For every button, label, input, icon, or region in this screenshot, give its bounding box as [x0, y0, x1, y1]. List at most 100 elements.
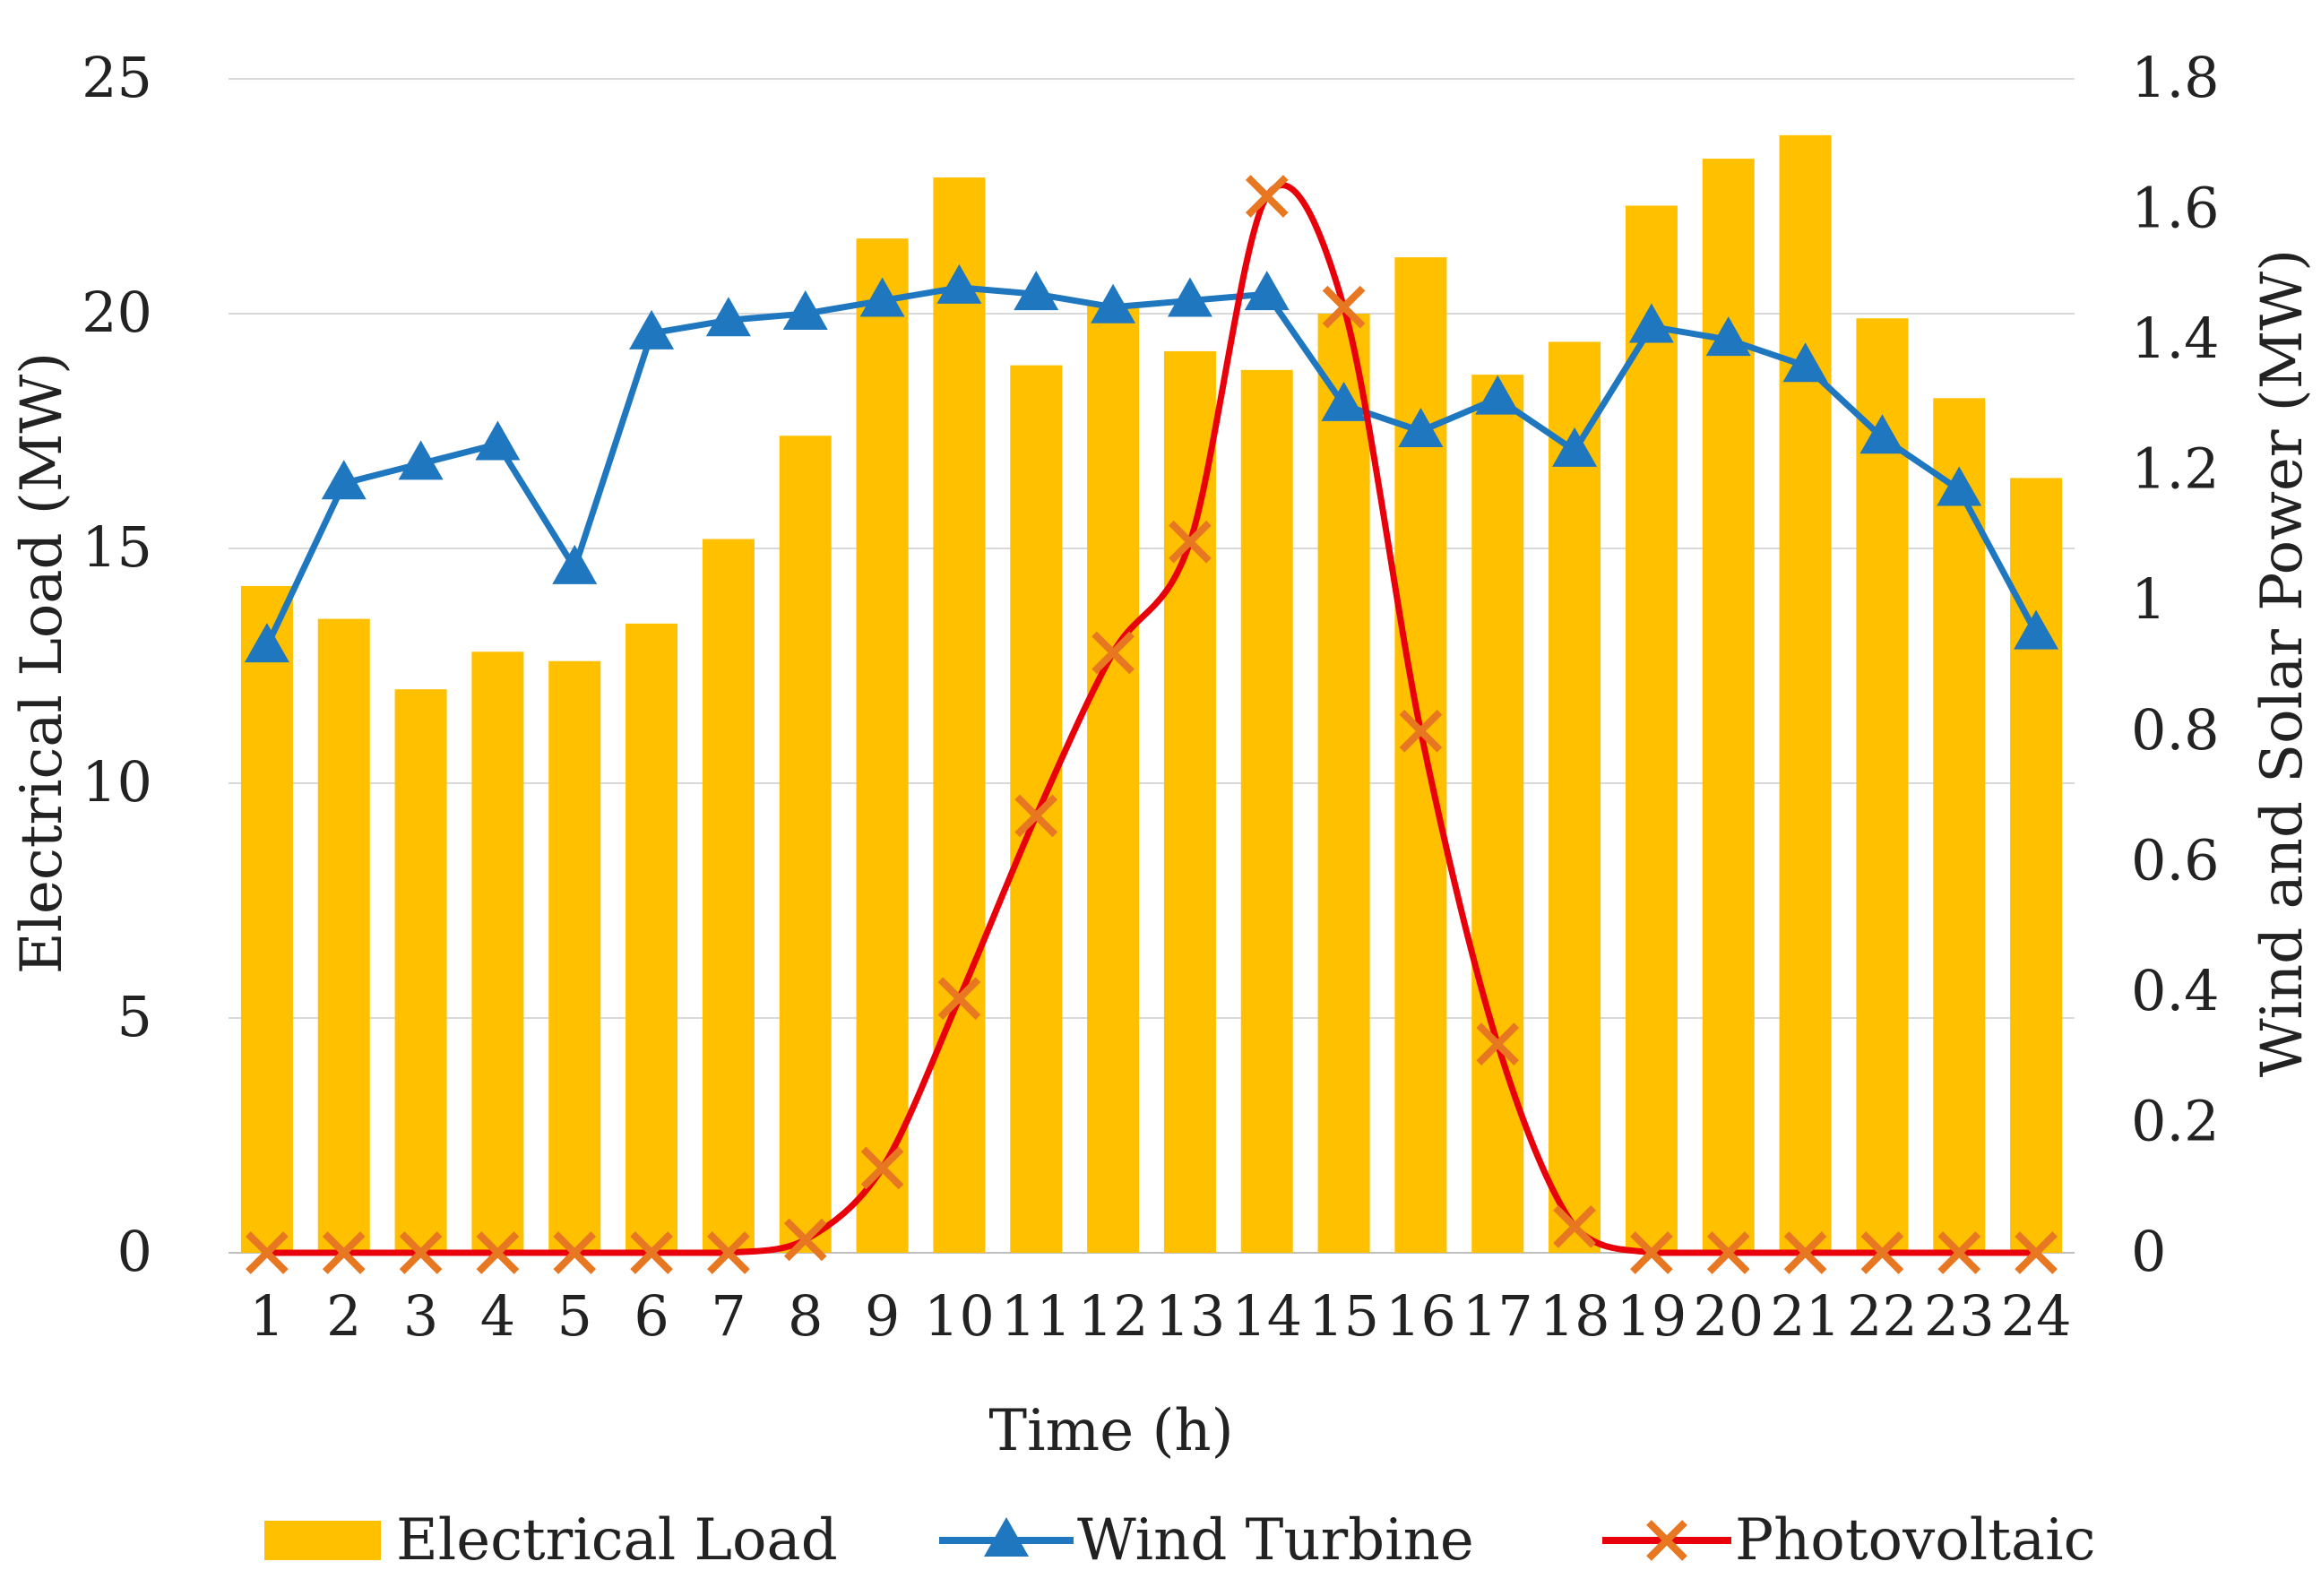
marker-wind-turbine	[1014, 271, 1059, 311]
bar-electrical-load	[1163, 350, 1216, 1253]
marker-wind-turbine	[552, 544, 598, 584]
marker-photovoltaic	[1630, 1231, 1673, 1274]
x-tick-label: 14	[1231, 1283, 1302, 1349]
marker-photovoltaic	[1014, 794, 1058, 838]
marker-photovoltaic	[860, 1146, 904, 1190]
bar-electrical-load	[626, 623, 678, 1253]
y-right-tick-label: 1.2	[2131, 436, 2220, 502]
marker-photovoltaic	[1553, 1205, 1596, 1248]
marker-wind-turbine	[1244, 271, 1290, 311]
x-tick-label: 13	[1154, 1283, 1225, 1349]
bar-electrical-load	[856, 238, 909, 1253]
marker-wind-turbine	[1167, 277, 1212, 317]
bar-series-electrical-load	[240, 134, 2063, 1254]
x-tick-label: 8	[788, 1283, 823, 1349]
marker-photovoltaic	[937, 977, 981, 1020]
x-tick-label: 12	[1078, 1283, 1149, 1349]
x-tick-label: 15	[1308, 1283, 1379, 1349]
bar-electrical-load	[702, 539, 755, 1253]
bar-electrical-load	[317, 618, 370, 1253]
bar-electrical-load	[1240, 369, 1293, 1253]
bar-electrical-load	[1549, 341, 1601, 1253]
y-right-tick-label: 1.4	[2131, 306, 2220, 371]
bar-electrical-load	[1394, 257, 1447, 1253]
marker-photovoltaic	[1783, 1231, 1827, 1274]
bar-electrical-load	[779, 436, 832, 1253]
marker-photovoltaic	[476, 1231, 520, 1274]
marker-wind-turbine	[1705, 316, 1751, 357]
marker-photovoltaic	[322, 1231, 366, 1274]
legend-label-photovoltaic: Photovoltaic	[1735, 1507, 2095, 1574]
x-tick-label: 16	[1385, 1283, 1456, 1349]
marker-photovoltaic	[553, 1231, 597, 1274]
y-left-tick-label: 0	[117, 1219, 152, 1284]
x-tick-label: 9	[865, 1283, 900, 1349]
marker-wind-turbine	[1937, 466, 1982, 506]
y-left-tick-label: 5	[117, 984, 152, 1049]
x-axis-title: Time (h)	[988, 1398, 1233, 1464]
y-right-tick-label: 0.2	[2131, 1088, 2220, 1153]
bar-electrical-load	[1779, 134, 1832, 1253]
marker-wind-turbine	[782, 290, 828, 330]
bar-electrical-load	[394, 689, 447, 1253]
x-tick-label: 23	[1924, 1283, 1995, 1349]
marker-photovoltaic	[399, 1231, 443, 1274]
marker-wind-turbine	[1552, 427, 1598, 467]
marker-photovoltaic	[1860, 1231, 1904, 1274]
marker-photovoltaic	[1322, 285, 1366, 329]
line-photovoltaic	[266, 182, 2037, 1256]
marker-photovoltaic	[1706, 1231, 1750, 1274]
y-left-tick-label: 25	[82, 45, 152, 110]
marker-photovoltaic	[1476, 1022, 1520, 1065]
y-axis-right-ticks: 0 0.2 0.4 0.6 0.8 1 1.2 1.4 1.6 1.8	[2131, 45, 2220, 1284]
marker-photovoltaic	[1091, 631, 1135, 675]
marker-wind-turbine	[705, 297, 751, 337]
bar-electrical-load	[1317, 314, 1370, 1253]
legend-marker-wind-turbine	[984, 1517, 1029, 1557]
marker-photovoltaic	[1937, 1231, 1981, 1274]
bar-electrical-load	[471, 651, 524, 1253]
y-right-tick-label: 1.6	[2131, 176, 2220, 241]
x-tick-label: 20	[1693, 1283, 1764, 1349]
marker-wind-turbine	[1321, 381, 1367, 421]
marker-wind-turbine	[244, 623, 289, 663]
bar-electrical-load	[1856, 318, 1909, 1253]
bar-electrical-load	[1471, 375, 1524, 1253]
marker-wind-turbine	[1782, 342, 1828, 383]
y-axis-left-ticks: 0 5 10 15 20 25	[82, 45, 152, 1284]
marker-photovoltaic	[1245, 175, 1289, 218]
marker-wind-turbine	[1091, 283, 1136, 324]
y-left-tick-label: 15	[82, 514, 152, 580]
y-right-tick-label: 0.8	[2131, 697, 2220, 763]
marker-wind-turbine	[859, 277, 905, 317]
marker-photovoltaic	[630, 1231, 673, 1274]
y-right-tick-label: 0.4	[2131, 958, 2220, 1023]
marker-wind-turbine	[1398, 408, 1444, 447]
y-left-tick-label: 10	[82, 749, 152, 815]
x-tick-label: 18	[1540, 1283, 1610, 1349]
marker-wind-turbine	[629, 309, 675, 349]
bar-electrical-load	[933, 177, 986, 1253]
y-right-tick-label: 0.6	[2131, 827, 2220, 893]
x-tick-label: 7	[711, 1283, 746, 1349]
legend-marker-photovoltaic	[1646, 1520, 1687, 1561]
marker-wind-turbine	[321, 460, 367, 500]
legend-swatch-electrical-load	[264, 1521, 381, 1560]
y-left-tick-label: 20	[82, 280, 152, 345]
x-tick-label: 11	[1001, 1283, 1072, 1349]
bar-electrical-load	[548, 660, 601, 1253]
x-tick-label: 1	[249, 1283, 284, 1349]
bar-electrical-load	[1087, 304, 1140, 1253]
bar-electrical-load	[240, 585, 293, 1253]
marker-photovoltaic	[246, 1231, 289, 1274]
x-tick-label: 2	[326, 1283, 361, 1349]
y-right-tick-label: 1	[2131, 566, 2166, 632]
marker-photovoltaic	[783, 1218, 827, 1262]
line-wind-turbine	[263, 284, 2040, 648]
marker-wind-turbine	[1475, 375, 1521, 415]
marker-wind-turbine	[1628, 303, 1674, 343]
legend-label-wind-turbine: Wind Turbine	[1077, 1507, 1474, 1574]
marker-wind-turbine	[936, 263, 982, 304]
x-axis-ticks: 1 2 3 4 5 6 7 8 9 10 11 12 13 14 15 16 17 18 19 20 21 22 23 24	[249, 1283, 2071, 1349]
x-tick-label: 24	[2001, 1283, 2072, 1349]
